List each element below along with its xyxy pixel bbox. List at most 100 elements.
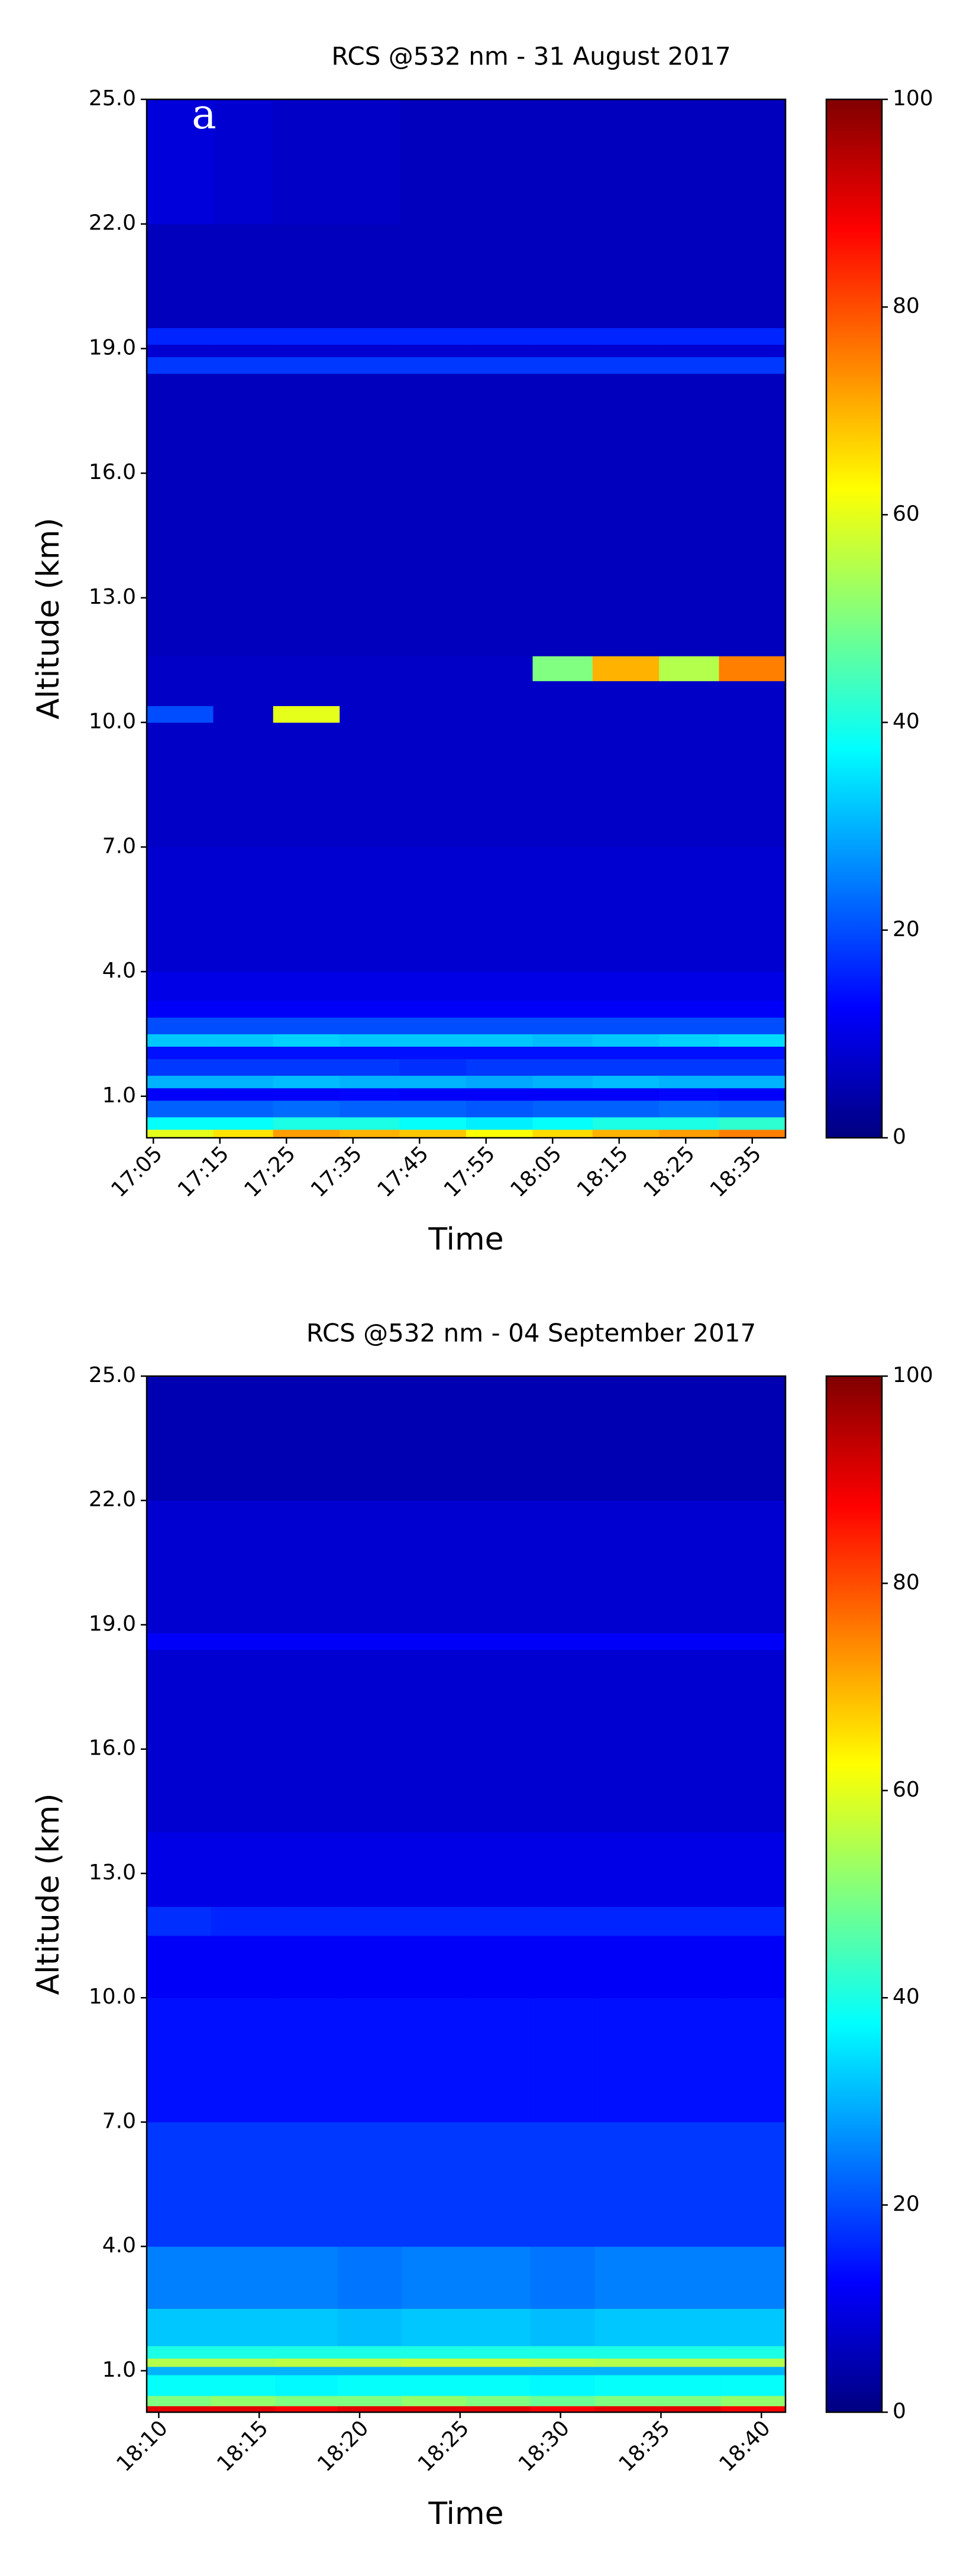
heat-cell xyxy=(466,1046,533,1060)
plot-frame xyxy=(146,98,787,1139)
heat-cell xyxy=(213,722,274,847)
heat-cell xyxy=(211,1500,276,1633)
heat-cell xyxy=(147,1001,214,1018)
heat-cell xyxy=(273,706,340,723)
y-tick-label: 1.0 xyxy=(102,2358,136,2382)
heat-cell xyxy=(211,2406,276,2412)
heat-cell xyxy=(273,972,340,1001)
heat-cell xyxy=(532,1034,593,1047)
heat-cell xyxy=(466,1117,533,1130)
heat-cell xyxy=(721,2366,786,2376)
heat-cell xyxy=(340,328,400,345)
heat-cell xyxy=(275,2308,338,2347)
heat-cell xyxy=(399,681,467,707)
heat-cell xyxy=(594,1936,658,1998)
heat-cell xyxy=(719,1100,786,1118)
heat-cell xyxy=(273,1001,340,1018)
chart-title: RCS @532 nm - 31 August 2017 xyxy=(331,42,730,71)
heat-cell xyxy=(275,1831,338,1907)
heat-cell xyxy=(721,1649,786,1833)
x-tick-label: 17:25 xyxy=(240,1141,300,1202)
heat-cell xyxy=(532,1046,593,1060)
colorbar-tick-label: 100 xyxy=(893,1363,933,1387)
heat-cell xyxy=(275,1376,338,1501)
heat-cell xyxy=(399,1059,467,1076)
y-tick-label: 4.0 xyxy=(102,959,136,983)
y-tick-label: 7.0 xyxy=(102,834,136,858)
y-tick-label: 25.0 xyxy=(89,1363,136,1387)
heat-cell xyxy=(402,1831,467,1907)
heat-cell xyxy=(657,1500,722,1633)
heat-cell xyxy=(340,1017,400,1034)
heat-cell xyxy=(466,2246,531,2309)
heat-cell xyxy=(721,2395,786,2406)
colorbar-tick-label: 20 xyxy=(893,2192,920,2216)
heat-cell xyxy=(399,972,467,1001)
x-tick-label: 17:35 xyxy=(306,1141,367,1202)
heat-cell xyxy=(594,2406,658,2412)
heat-cell xyxy=(530,2122,595,2247)
heat-cell xyxy=(657,2395,722,2406)
colorbar-tick-label: 80 xyxy=(893,294,920,318)
heat-cell xyxy=(340,1034,400,1047)
heat-cell xyxy=(337,1936,402,1998)
heat-cell xyxy=(275,2374,338,2396)
heat-cell xyxy=(719,722,786,847)
heat-cell xyxy=(213,224,274,328)
heat-cell xyxy=(147,847,214,972)
heat-cell xyxy=(213,656,274,681)
heat-cell xyxy=(594,1633,658,1651)
heat-cell xyxy=(213,99,274,225)
heat-cell xyxy=(399,224,467,328)
heat-cell xyxy=(657,1649,722,1833)
colorbar-tick-label: 0 xyxy=(893,2399,906,2423)
heat-cell xyxy=(659,656,719,681)
heat-cell xyxy=(399,706,467,723)
y-tick-label: 19.0 xyxy=(89,335,136,360)
heat-cell xyxy=(592,722,660,847)
x-tick-label: 18:15 xyxy=(573,1141,633,1202)
heat-cell xyxy=(466,1129,533,1138)
heat-cell xyxy=(399,373,467,557)
heat-cell xyxy=(273,1117,340,1130)
heat-cell xyxy=(532,1129,593,1138)
heat-cell xyxy=(659,681,719,707)
heat-cell xyxy=(402,1633,467,1651)
colorbar xyxy=(825,98,883,1139)
heat-cell xyxy=(466,373,533,557)
heat-cell xyxy=(147,357,214,374)
heat-cell xyxy=(213,1129,274,1138)
plot-frame xyxy=(146,1375,787,2413)
heat-cell xyxy=(147,1046,214,1060)
heat-cell xyxy=(340,357,400,374)
heat-cell xyxy=(719,1129,786,1138)
heat-cell xyxy=(337,1831,402,1907)
heat-cell xyxy=(399,1075,467,1089)
heat-cell xyxy=(466,1907,531,1936)
heat-cell xyxy=(340,706,400,723)
heat-cell xyxy=(466,99,533,225)
heat-cell xyxy=(530,2358,595,2367)
heat-cell xyxy=(594,2358,658,2367)
colorbar-tick-label: 60 xyxy=(893,501,920,526)
heat-cell xyxy=(211,1831,276,1907)
heat-cell xyxy=(402,1376,467,1501)
heat-cell xyxy=(211,1936,276,1998)
heat-cell xyxy=(340,373,400,557)
heat-cell xyxy=(275,2406,338,2412)
heat-cell xyxy=(399,357,467,374)
heat-cell xyxy=(147,2358,212,2367)
heat-cell xyxy=(719,328,786,345)
heat-cell xyxy=(594,2374,658,2396)
heat-cell xyxy=(657,2366,722,2376)
heat-cell xyxy=(659,1075,719,1089)
x-tick-label: 18:20 xyxy=(313,2416,373,2476)
y-tick-label: 10.0 xyxy=(89,1985,136,2009)
heat-cell xyxy=(147,373,214,557)
colorbar-tick-label: 40 xyxy=(893,1985,920,2009)
heat-cell xyxy=(719,681,786,707)
heat-cell xyxy=(147,1017,214,1034)
heat-cell xyxy=(466,2366,531,2376)
heat-cell xyxy=(147,2122,212,2247)
heat-cell xyxy=(466,328,533,345)
